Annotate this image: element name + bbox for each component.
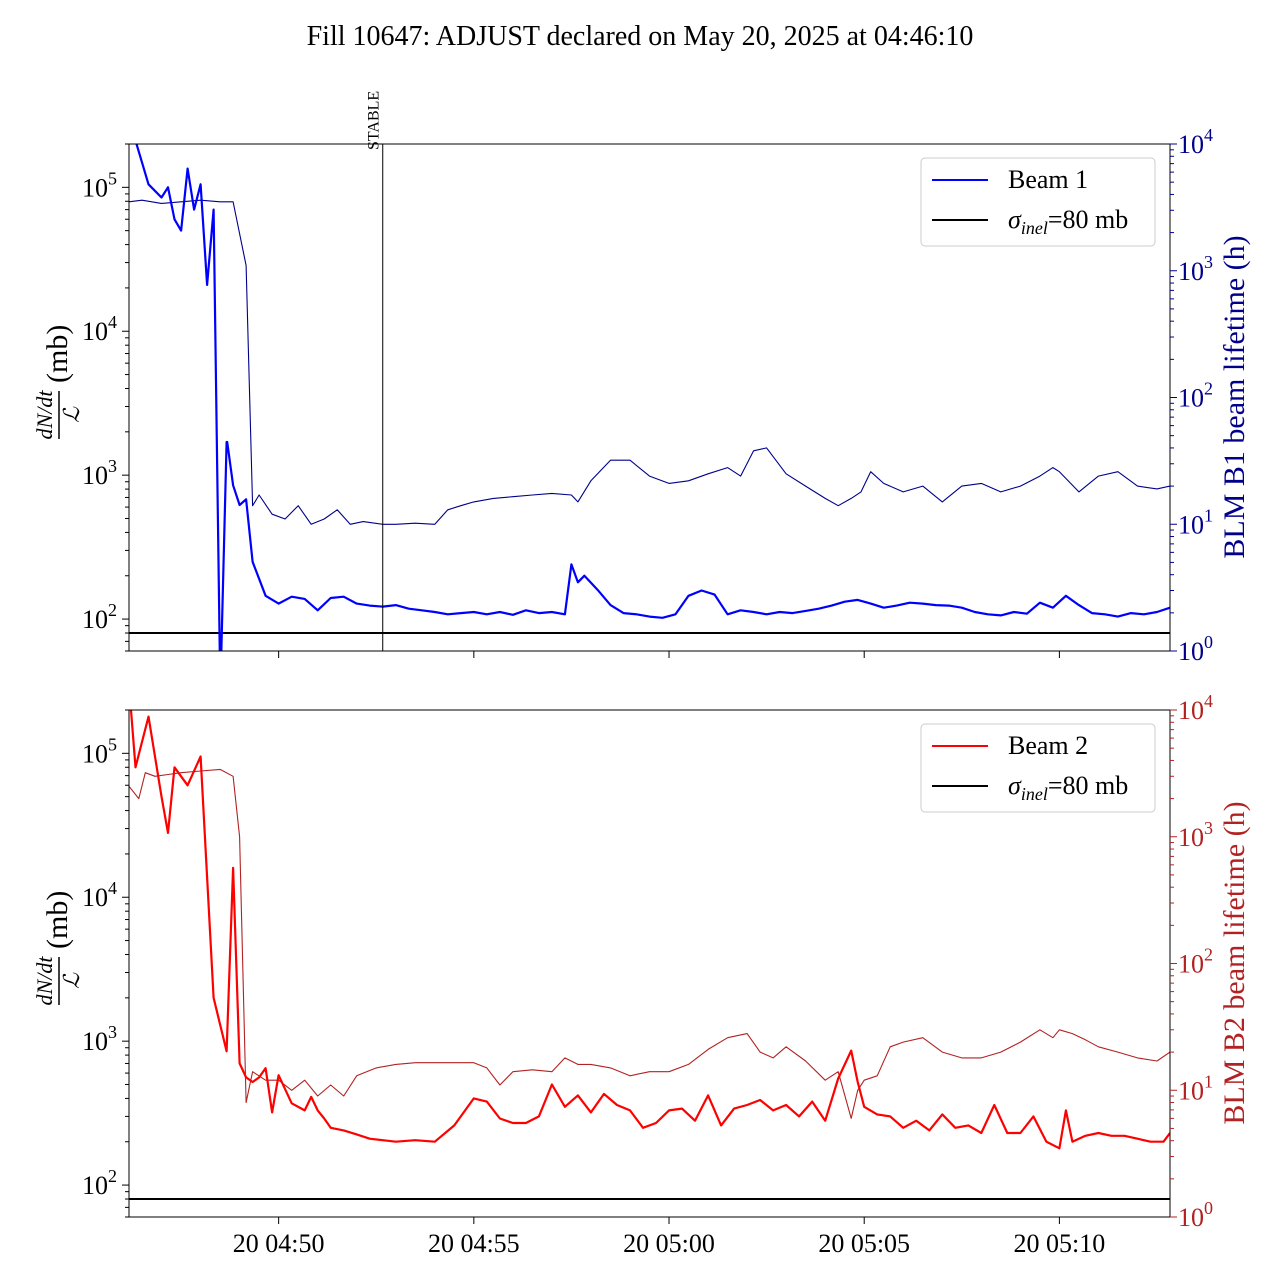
y2-tick-label: 100 bbox=[1178, 1198, 1213, 1232]
beam1-panel: STABLE 102 103 104 105 100 101 102 103 104 dN/d… bbox=[32, 91, 1251, 666]
x-tick-label: 20 05:10 bbox=[1014, 1229, 1106, 1258]
y-label-fraction-denominator: ℒ bbox=[59, 406, 84, 423]
beam1-y2-ticks: 100 101 102 103 104 bbox=[1170, 125, 1213, 666]
stable-annotation: STABLE bbox=[366, 91, 383, 150]
beam2-y-ticks: 102 103 104 105 bbox=[82, 709, 129, 1218]
y-label-unit: (mb) bbox=[41, 891, 74, 949]
y2-tick-label: 103 bbox=[1178, 252, 1213, 286]
y-tick-label: 104 bbox=[82, 312, 117, 346]
beam1-y-axis-label: dN/dt ℒ (mb) bbox=[32, 325, 84, 440]
beam1-lifetime-series bbox=[129, 199, 1170, 525]
beam1-y2-axis-label: BLM B1 beam lifetime (h) bbox=[1218, 235, 1251, 558]
y2-tick-label: 104 bbox=[1178, 125, 1213, 159]
x-tick-label: 20 05:00 bbox=[623, 1229, 715, 1258]
beam2-y2-axis-label: BLM B2 beam lifetime (h) bbox=[1218, 801, 1251, 1124]
y-tick-label: 102 bbox=[82, 600, 117, 634]
beam2-lifetime-series bbox=[129, 768, 1170, 1119]
y2-tick-label: 102 bbox=[1178, 945, 1213, 979]
y-tick-label: 104 bbox=[82, 878, 117, 912]
y2-tick-label: 103 bbox=[1178, 818, 1213, 852]
lifetime-line-2 bbox=[129, 768, 1170, 1119]
beam2-legend-ref-label: σinel=80 mb bbox=[1008, 771, 1128, 804]
beam1-legend-ref-label: σinel=80 mb bbox=[1008, 205, 1128, 238]
y-label-fraction-denominator: ℒ bbox=[59, 972, 84, 989]
x-tick-label: 20 05:05 bbox=[818, 1229, 910, 1258]
y-tick-label: 103 bbox=[82, 1022, 117, 1056]
beam2-y-axis-label: dN/dt ℒ (mb) bbox=[32, 891, 84, 1006]
beam1-y-ticks: 102 103 104 105 bbox=[82, 143, 129, 652]
beam1-x-ticks bbox=[278, 651, 1060, 658]
y-label-fraction-numerator: dN/dt bbox=[32, 390, 57, 440]
x-tick-label: 20 04:50 bbox=[233, 1229, 325, 1258]
y2-tick-label: 101 bbox=[1178, 505, 1213, 539]
beam2-legend: Beam 2 σinel=80 mb bbox=[920, 723, 1156, 813]
y2-tick-label: 101 bbox=[1178, 1071, 1213, 1105]
lifetime-line-1 bbox=[129, 199, 1170, 525]
beam1-legend: Beam 1 σinel=80 mb bbox=[920, 157, 1156, 247]
y-tick-label: 102 bbox=[82, 1166, 117, 1200]
beam2-y2-ticks: 100 101 102 103 104 bbox=[1170, 691, 1213, 1232]
x-tick-label: 20 04:55 bbox=[428, 1229, 520, 1258]
beam2-legend-label: Beam 2 bbox=[1008, 731, 1088, 760]
y2-tick-label: 102 bbox=[1178, 379, 1213, 413]
y2-tick-label: 100 bbox=[1178, 632, 1213, 666]
y-tick-label: 103 bbox=[82, 456, 117, 490]
beam2-series bbox=[129, 710, 1170, 1150]
y-label-fraction-numerator: dN/dt bbox=[32, 956, 57, 1006]
chart-title: Fill 10647: ADJUST declared on May 20, 2… bbox=[307, 21, 974, 52]
y-label-unit: (mb) bbox=[41, 325, 74, 383]
y-tick-label: 105 bbox=[82, 168, 117, 202]
y2-tick-label: 104 bbox=[1178, 691, 1213, 725]
beam1-legend-label: Beam 1 bbox=[1008, 165, 1088, 194]
y-tick-label: 105 bbox=[82, 734, 117, 768]
beam1-series bbox=[135, 144, 1170, 651]
rate-line-1 bbox=[135, 144, 1170, 651]
beam2-x-ticks: 20 04:50 20 04:55 20 05:00 20 05:05 20 05:10 bbox=[233, 1217, 1105, 1258]
rate-line-2 bbox=[129, 710, 1170, 1150]
